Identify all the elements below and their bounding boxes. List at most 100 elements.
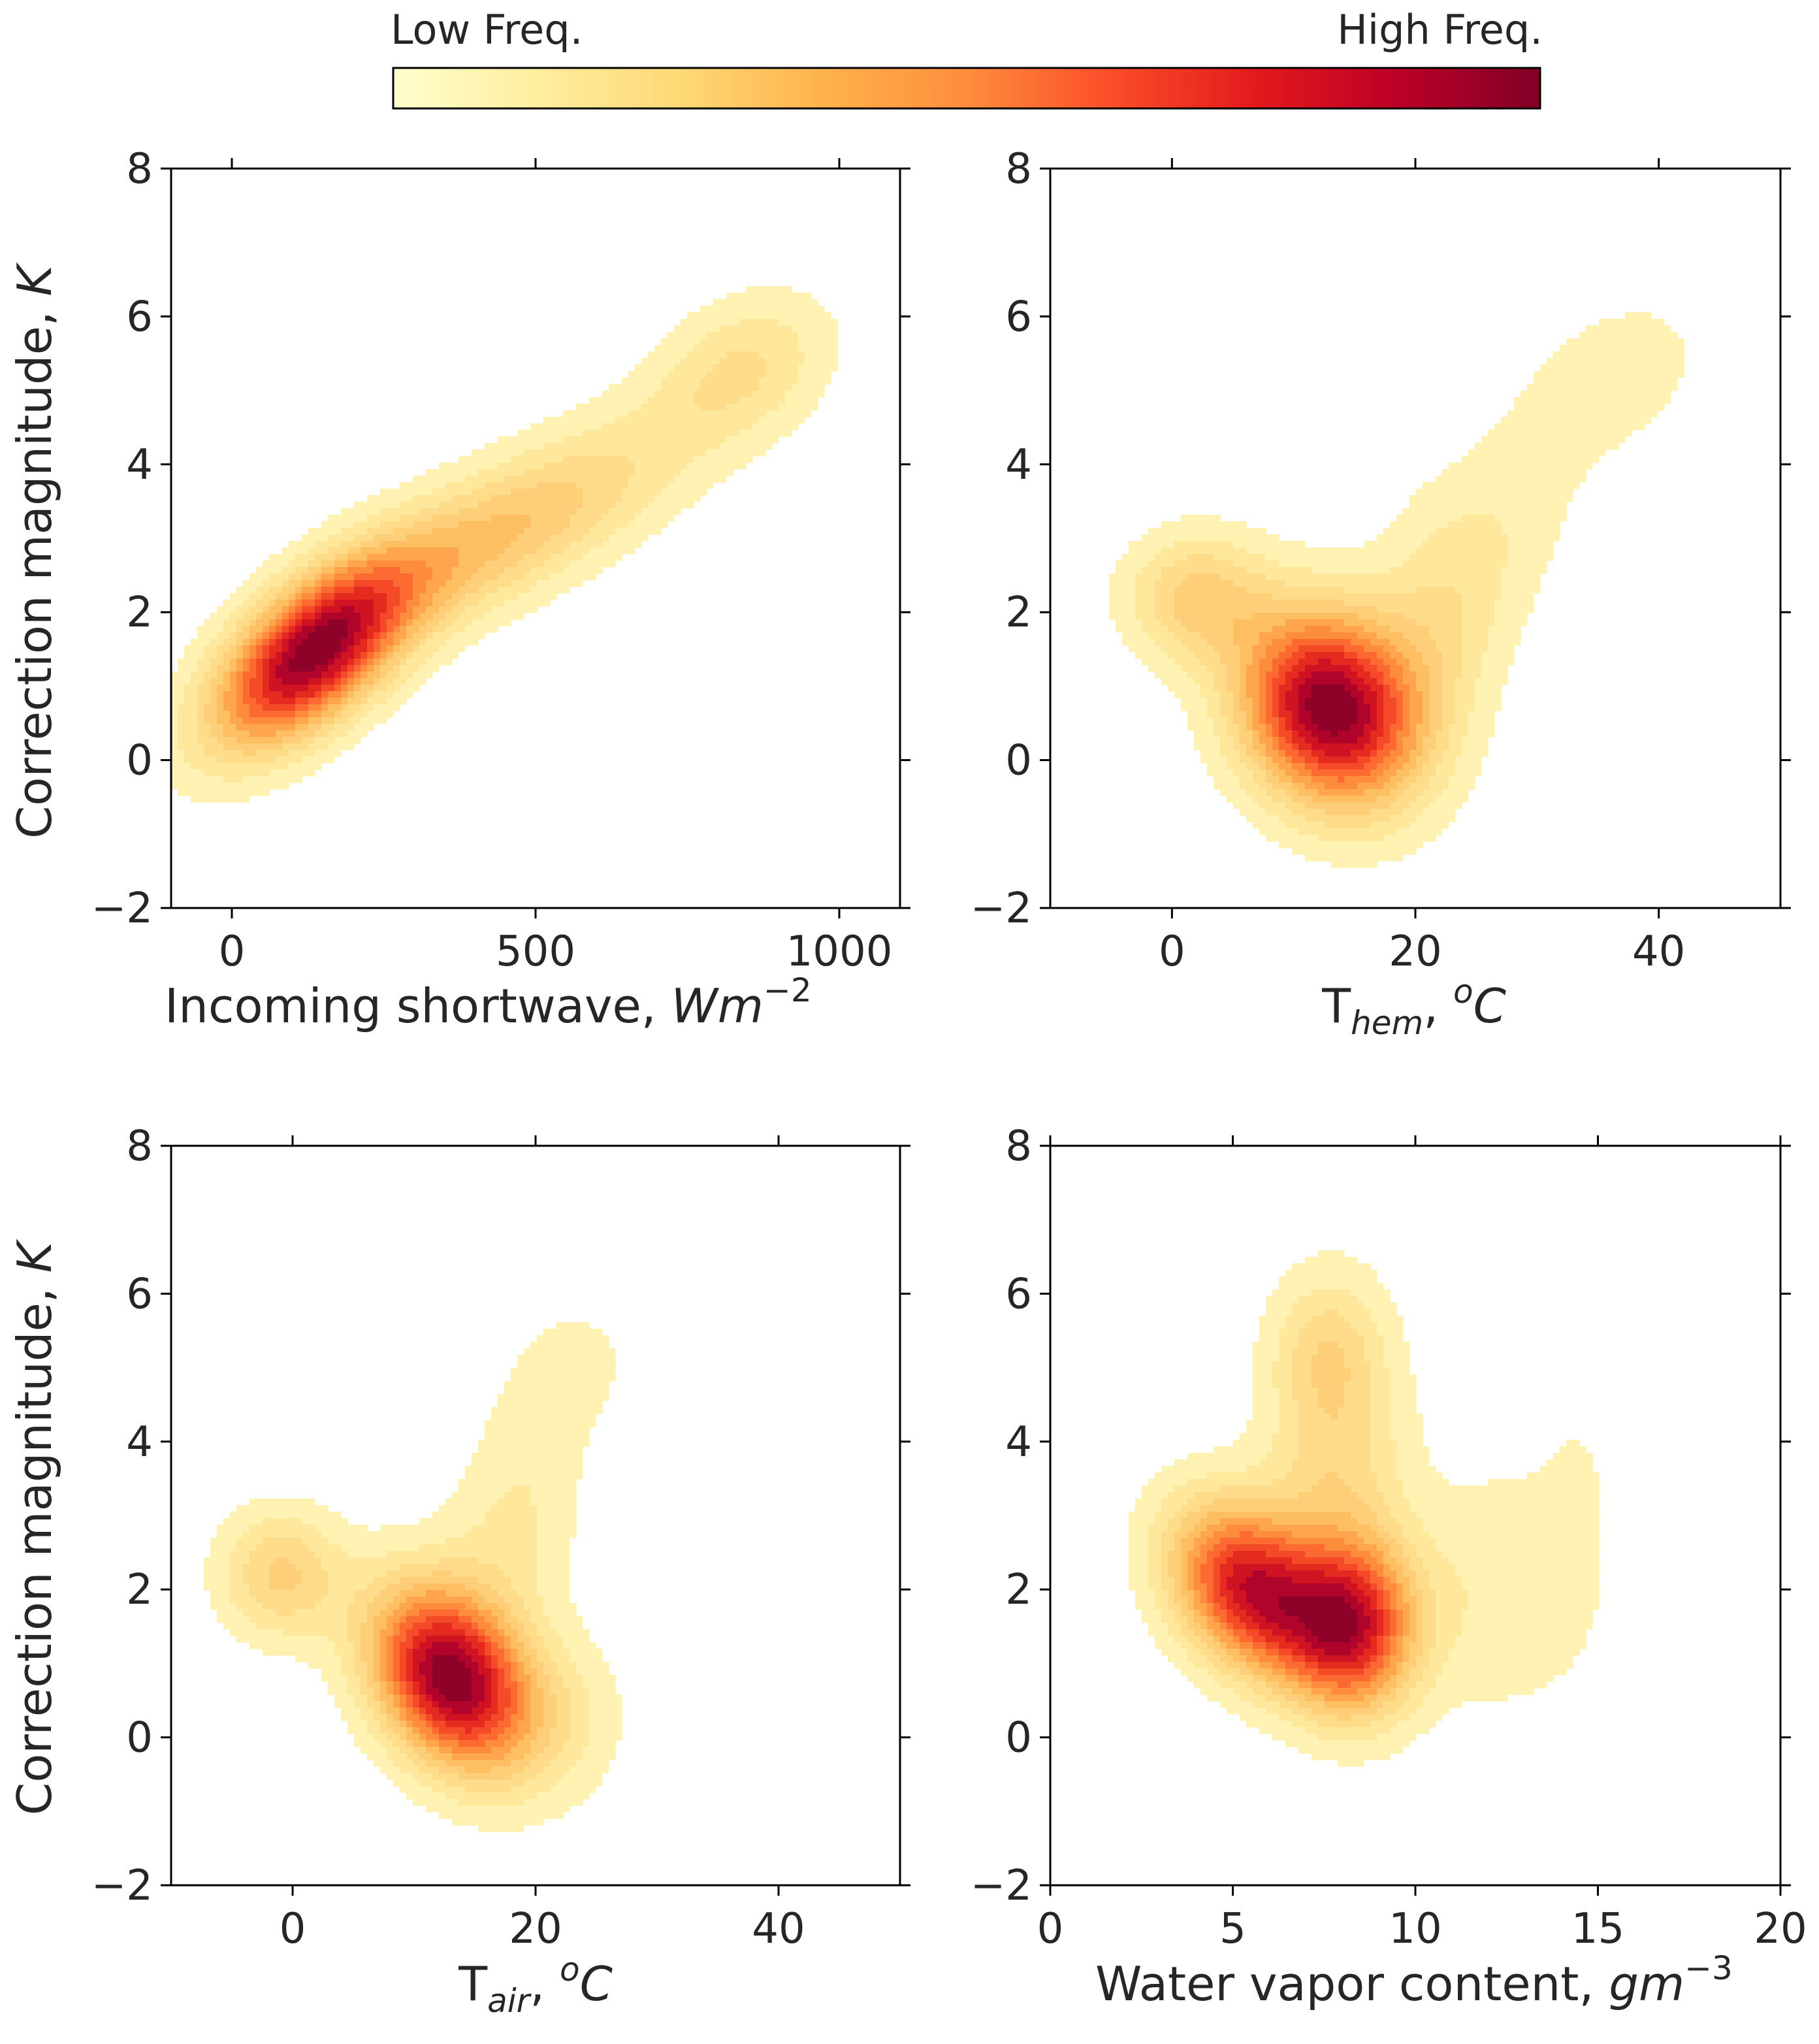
density-cell <box>308 691 315 698</box>
colorbar-high-label: High Freq. <box>1337 6 1543 54</box>
density-cell <box>478 541 485 548</box>
density-cell <box>432 541 440 548</box>
density-cell <box>1285 639 1293 646</box>
density-cell <box>733 312 740 319</box>
density-cell <box>171 763 178 770</box>
density-cell <box>1259 645 1266 653</box>
density-cell <box>1109 606 1116 613</box>
density-cell <box>654 469 662 476</box>
density-cell <box>472 528 479 535</box>
density-cell <box>341 717 348 724</box>
density-cell <box>1481 580 1489 587</box>
density-cell <box>752 351 760 359</box>
density-cell <box>1521 391 1528 398</box>
density-cell <box>746 293 753 300</box>
density-cell <box>289 717 296 724</box>
density-cell <box>1468 619 1475 626</box>
density-cell <box>628 515 636 522</box>
density-cell <box>387 613 394 620</box>
density-cell <box>1403 606 1410 613</box>
density-cell <box>504 469 511 476</box>
density-cell <box>197 672 204 679</box>
density-cell <box>1547 371 1554 378</box>
density-cell <box>1298 613 1306 620</box>
density-cell <box>491 521 498 528</box>
density-cell <box>583 515 590 522</box>
density-cell <box>413 534 420 542</box>
density-cell <box>374 534 381 542</box>
density-cell <box>354 658 361 666</box>
density-cell <box>256 743 263 751</box>
density-cell <box>739 293 747 300</box>
density-cell <box>1560 495 1567 502</box>
density-cell <box>1592 397 1600 404</box>
density-cell <box>321 521 329 528</box>
density-cell <box>596 554 603 561</box>
density-cell <box>1501 606 1508 613</box>
density-cell <box>576 469 583 476</box>
density-cell <box>798 293 805 300</box>
density-cell <box>713 312 720 319</box>
density-cell <box>256 717 263 724</box>
density-cell <box>230 665 237 672</box>
density-cell <box>759 449 766 457</box>
density-cell <box>687 410 694 417</box>
density-cell <box>811 338 818 346</box>
density-cell <box>1181 515 1188 522</box>
density-cell <box>308 619 315 626</box>
density-cell <box>589 521 596 528</box>
density-cell <box>589 397 596 404</box>
density-cell <box>511 554 518 561</box>
density-cell <box>485 613 492 620</box>
density-cell <box>347 711 355 718</box>
density-cell <box>517 613 524 620</box>
density-cell <box>361 541 368 548</box>
density-cell <box>1494 469 1502 476</box>
density-cell <box>217 606 224 613</box>
density-cell <box>295 685 302 692</box>
density-cell <box>1521 482 1528 489</box>
density-cell <box>570 508 577 515</box>
density-cell <box>452 645 459 653</box>
density-cell <box>524 554 531 561</box>
density-cell <box>556 495 564 502</box>
density-cell <box>1344 587 1351 594</box>
density-cell <box>445 574 453 581</box>
density-cell <box>367 502 374 509</box>
density-cell <box>361 619 368 626</box>
density-cell <box>393 626 400 633</box>
density-cell <box>576 482 583 489</box>
density-cell <box>641 515 649 522</box>
density-cell <box>1396 639 1404 646</box>
density-cell <box>334 606 342 613</box>
density-cell <box>609 528 616 535</box>
density-cell <box>263 737 270 744</box>
density-cell <box>583 489 590 496</box>
density-cell <box>1161 632 1168 640</box>
density-cell <box>1632 384 1639 391</box>
density-cell <box>1638 384 1645 391</box>
density-cell <box>1129 560 1136 568</box>
density-cell <box>700 404 707 411</box>
density-cell <box>302 763 309 770</box>
density-cell <box>1488 547 1495 555</box>
density-cell <box>635 436 642 444</box>
density-cell <box>1240 632 1247 640</box>
density-cell <box>1364 626 1371 633</box>
density-cell <box>223 626 231 633</box>
density-cell <box>1279 626 1286 633</box>
density-cell <box>1534 528 1541 535</box>
density-cell <box>733 325 740 333</box>
density-cell <box>759 391 766 398</box>
density-cell <box>628 449 636 457</box>
density-cell <box>393 672 400 679</box>
density-cell <box>1423 502 1430 509</box>
density-cell <box>445 645 453 653</box>
density-cell <box>713 449 720 457</box>
density-cell <box>367 652 374 659</box>
density-cell <box>1168 574 1175 581</box>
density-cell <box>785 384 792 391</box>
density-cell <box>596 443 603 450</box>
colorbar: Low Freq. High Freq. <box>391 6 1543 110</box>
density-cell <box>583 567 590 574</box>
